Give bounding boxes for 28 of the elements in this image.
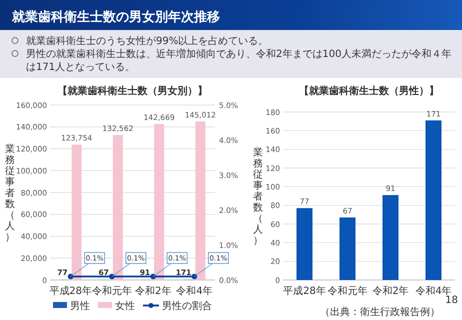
bar	[72, 144, 82, 280]
legend-label: 女性	[115, 300, 135, 312]
legend-label: 男性の割合	[162, 300, 212, 312]
text: （出典：衛生行政報告例）	[320, 306, 440, 318]
chart-title: 【就業歯科衛生士数（男性）】	[299, 85, 439, 97]
legend-label: 男性	[70, 300, 90, 312]
x-tick-label: 令和元年	[328, 285, 368, 297]
x-tick-label: 平成28年	[49, 285, 92, 297]
x-tick-label: 令和4年	[176, 285, 213, 297]
text: 業務従事者数（人）	[253, 148, 263, 246]
x-tick-label: 令和2年	[372, 285, 409, 297]
text: 男性の就業歯科衛生士数は、近年増加傾向であり、令和2年までは100人未満だったが令和４年は171人となっている。	[26, 48, 452, 73]
text: 就業歯科衛生士のうち女性が99%以上を占めている。	[26, 35, 268, 47]
bar	[195, 121, 206, 280]
text: 業務従事者数（人）	[5, 144, 15, 243]
x-tick-label: 令和2年	[134, 285, 172, 297]
bar	[112, 135, 123, 280]
x-tick-label: 令和4年	[415, 285, 452, 297]
text: 18	[445, 295, 458, 306]
bar	[154, 124, 164, 280]
bar	[296, 208, 312, 280]
bar	[382, 195, 398, 280]
chart-subtitle: 【就業歯科衛生士数（男女別）】	[58, 85, 208, 97]
x-tick-label: 平成28年	[283, 285, 326, 297]
chart-title: 就業歯科衛生士数の男女別年次推移	[11, 9, 220, 25]
x-tick-label: 令和元年	[92, 285, 132, 297]
bar	[426, 120, 442, 280]
bar	[340, 217, 356, 280]
